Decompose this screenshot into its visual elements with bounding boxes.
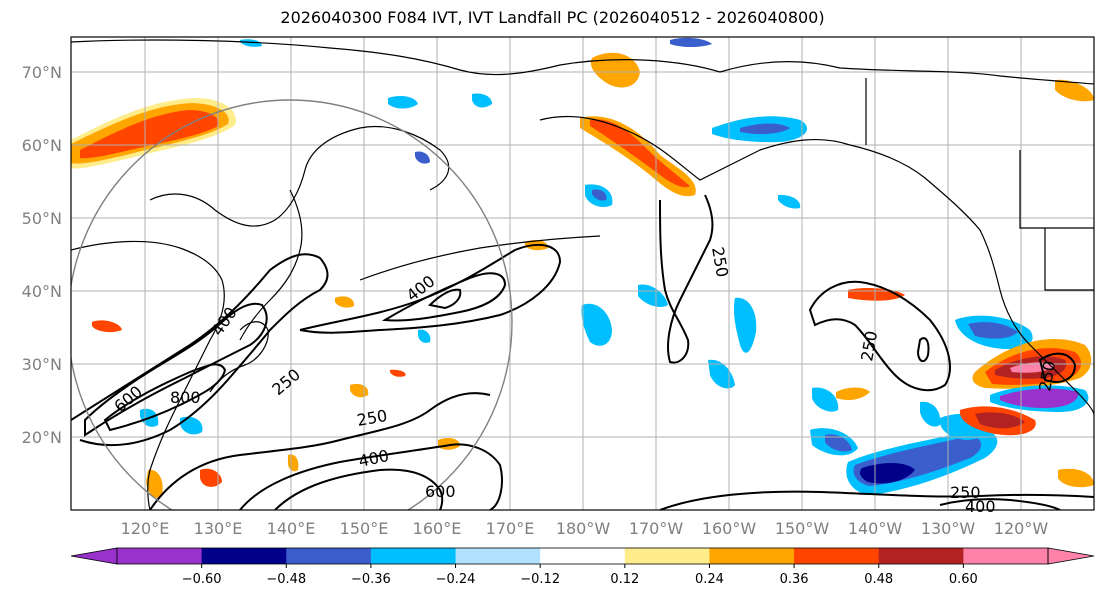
colorbar-bin [540, 548, 626, 564]
colorbar-tick-label: −0.24 [436, 572, 476, 587]
ivt-contours [71, 194, 1094, 510]
lon-label: 130°E [194, 519, 243, 538]
contour-label: 250 [950, 483, 981, 502]
lon-label: 160°E [413, 519, 462, 538]
map-title: 2026040300 F084 IVT, IVT Landfall PC (20… [280, 8, 825, 27]
lon-label: 160°W [702, 519, 757, 538]
contour-label: 400 [965, 497, 996, 516]
map-frame [70, 36, 1095, 511]
lon-label: 140°E [267, 519, 316, 538]
lon-label: 170°E [486, 519, 535, 538]
colorbar-frame [116, 547, 1049, 565]
colorbar-tick-label: −0.36 [351, 572, 391, 587]
colorbar-tick-label: 0.48 [864, 572, 893, 587]
colorbar-bin [794, 548, 880, 564]
lon-label: 120°W [994, 519, 1049, 538]
colorbar-tick-label: 0.60 [949, 572, 978, 587]
lon-label: 180°W [556, 519, 611, 538]
contour-label: 600 [425, 482, 456, 501]
colorbar-bin [286, 548, 372, 564]
colorbar-extend-min [70, 547, 118, 565]
lat-label: 60°N [22, 136, 62, 155]
colorbar-tick-label: 0.36 [780, 572, 809, 587]
colorbar: −0.60 −0.48 −0.36 −0.24 −0.12 0.12 0.24 0.36 0.4… [70, 547, 1095, 587]
colorbar-tick-label: −0.60 [182, 572, 222, 587]
colorbar-bin [370, 548, 457, 564]
colorbar-bin [709, 548, 795, 564]
colorbar-bin [878, 548, 964, 564]
lon-label: 130°W [921, 519, 976, 538]
colorbar-tick-label: 0.24 [695, 572, 724, 587]
colorbar-bin [963, 548, 1049, 564]
colorbar-bin [624, 548, 710, 564]
pc-shading [71, 37, 1094, 498]
latitude-labels: 70°N 60°N 50°N 40°N 30°N 20°N [22, 63, 62, 447]
lat-label: 20°N [22, 428, 62, 447]
pc-domain-circle [71, 99, 513, 510]
longitude-labels: 120°E 130°E 140°E 150°E 160°E 170°E 180°… [121, 519, 1049, 538]
lon-label: 120°E [121, 519, 170, 538]
colorbar-bin [201, 548, 287, 564]
lon-label: 140°W [848, 519, 903, 538]
lat-label: 50°N [22, 209, 62, 228]
lat-label: 30°N [22, 355, 62, 374]
lat-label: 40°N [22, 282, 62, 301]
lon-label: 150°W [775, 519, 830, 538]
colorbar-tick-label: −0.12 [520, 572, 560, 587]
colorbar-bin [455, 548, 541, 564]
lon-label: 170°W [629, 519, 684, 538]
colorbar-tick-label: 0.12 [610, 572, 639, 587]
lon-label: 150°E [340, 519, 389, 538]
colorbar-tick-label: −0.48 [266, 572, 306, 587]
colorbar-extend-max [1047, 547, 1095, 565]
contour-label: 800 [170, 388, 201, 407]
colorbar-bin [117, 548, 203, 564]
lat-label: 70°N [22, 63, 62, 82]
coastlines [71, 39, 1094, 510]
